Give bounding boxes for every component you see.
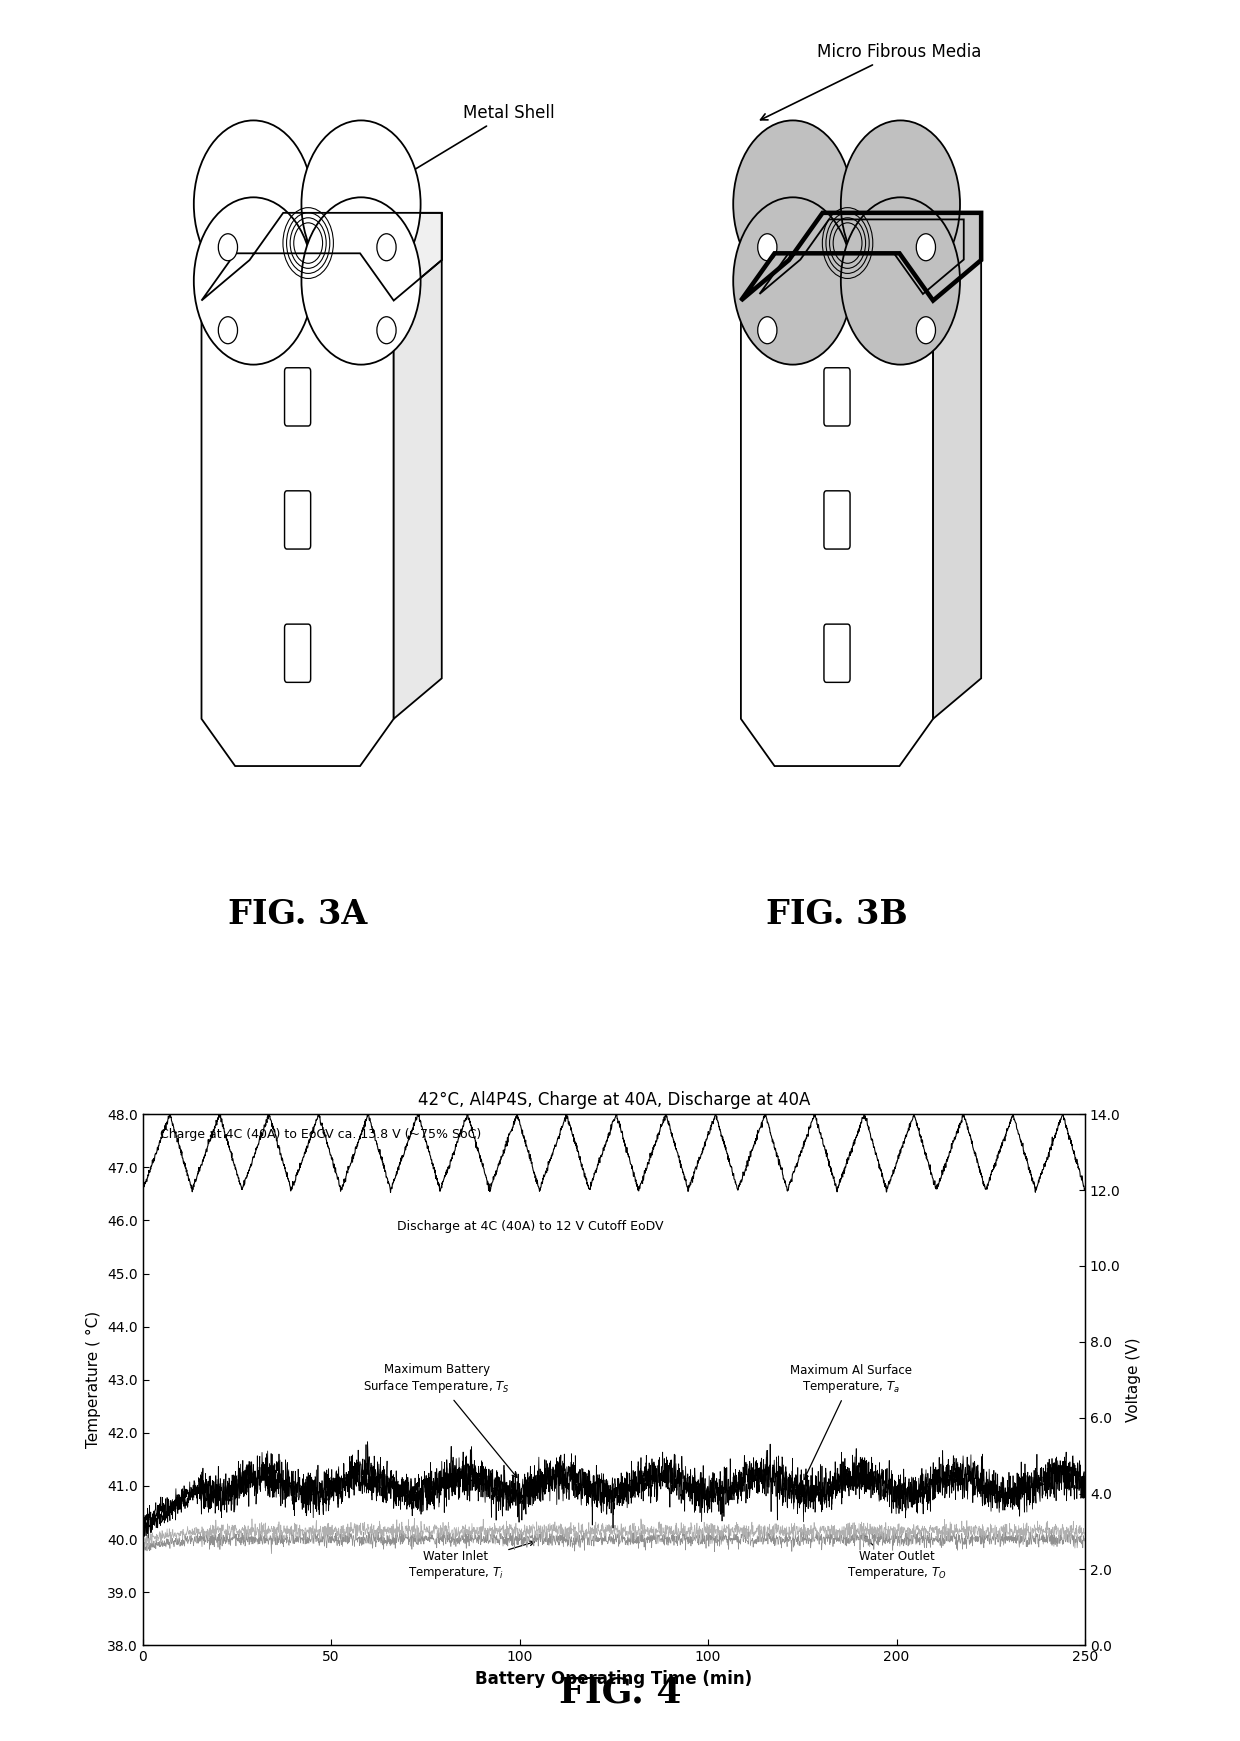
- Text: Maximum Battery
Surface Temperature, $T_S$: Maximum Battery Surface Temperature, $T_…: [363, 1363, 517, 1478]
- FancyBboxPatch shape: [823, 623, 851, 682]
- FancyBboxPatch shape: [823, 367, 851, 427]
- Text: Micro Fibrous Media: Micro Fibrous Media: [760, 44, 981, 120]
- Circle shape: [758, 233, 777, 261]
- Circle shape: [916, 317, 935, 343]
- Text: Discharge at 4C (40A) to 12 V Cutoff EoDV: Discharge at 4C (40A) to 12 V Cutoff EoD…: [397, 1220, 663, 1233]
- Polygon shape: [360, 212, 441, 719]
- X-axis label: Battery Operating Time (min): Battery Operating Time (min): [475, 1670, 753, 1687]
- Circle shape: [758, 317, 777, 343]
- Circle shape: [377, 317, 396, 343]
- Circle shape: [890, 186, 931, 244]
- Circle shape: [890, 204, 931, 261]
- Circle shape: [916, 233, 935, 261]
- Text: FIG. 3A: FIG. 3A: [228, 898, 367, 930]
- Circle shape: [218, 233, 238, 261]
- Y-axis label: Temperature ( °C): Temperature ( °C): [87, 1311, 102, 1449]
- Circle shape: [791, 205, 831, 261]
- Circle shape: [733, 120, 852, 287]
- Circle shape: [252, 205, 291, 261]
- Circle shape: [791, 223, 831, 280]
- Polygon shape: [201, 254, 394, 766]
- Polygon shape: [742, 254, 934, 766]
- Circle shape: [841, 120, 960, 287]
- Text: Water Inlet
Temperature, $T_i$: Water Inlet Temperature, $T_i$: [408, 1541, 534, 1581]
- Text: FIG. 3B: FIG. 3B: [766, 898, 908, 930]
- Title: 42°C, Al4P4S, Charge at 40A, Discharge at 40A: 42°C, Al4P4S, Charge at 40A, Discharge a…: [418, 1090, 810, 1109]
- Circle shape: [301, 120, 420, 287]
- Y-axis label: Voltage (V): Voltage (V): [1126, 1337, 1141, 1422]
- Polygon shape: [899, 212, 981, 719]
- Polygon shape: [201, 212, 441, 301]
- FancyBboxPatch shape: [284, 623, 311, 682]
- Circle shape: [377, 233, 396, 261]
- Text: Metal Shell: Metal Shell: [382, 104, 554, 190]
- Circle shape: [193, 120, 312, 287]
- Circle shape: [193, 197, 312, 364]
- Circle shape: [218, 317, 238, 343]
- Polygon shape: [742, 212, 981, 301]
- FancyBboxPatch shape: [823, 491, 851, 548]
- Circle shape: [733, 197, 852, 364]
- FancyBboxPatch shape: [284, 491, 311, 548]
- Text: FIG. 4: FIG. 4: [559, 1675, 681, 1710]
- Circle shape: [252, 223, 291, 280]
- Circle shape: [351, 186, 392, 244]
- Circle shape: [841, 197, 960, 364]
- Circle shape: [301, 197, 420, 364]
- Circle shape: [351, 204, 392, 261]
- Text: Water Outlet
Temperature, $T_O$: Water Outlet Temperature, $T_O$: [847, 1536, 946, 1581]
- Text: Charge at 4C (40A) to EoCV ca. 13.8 V (~75% SoC): Charge at 4C (40A) to EoCV ca. 13.8 V (~…: [160, 1128, 481, 1140]
- FancyBboxPatch shape: [284, 367, 311, 427]
- Text: Maximum Al Surface
Temperature, $T_a$: Maximum Al Surface Temperature, $T_a$: [790, 1365, 913, 1480]
